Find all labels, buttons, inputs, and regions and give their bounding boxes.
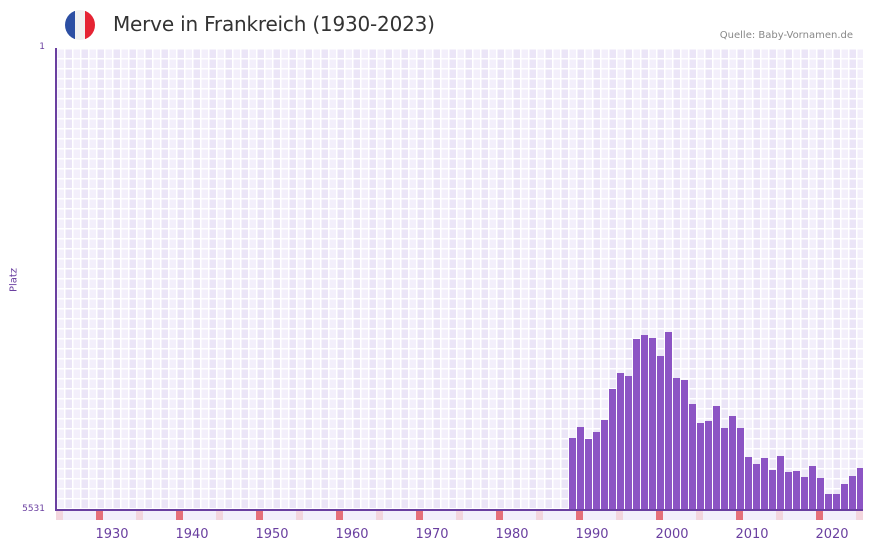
y-tick-top: 1 xyxy=(39,42,45,52)
x-tick-1960: 1960 xyxy=(335,527,369,542)
bar-1990[interactable] xyxy=(592,431,600,510)
year-marker xyxy=(536,511,543,520)
year-marker xyxy=(616,511,623,520)
bar-2002[interactable] xyxy=(688,403,696,510)
bar-1988[interactable] xyxy=(576,426,584,510)
bar-2010[interactable] xyxy=(752,463,760,510)
year-marker xyxy=(336,511,343,520)
year-marker xyxy=(576,511,583,520)
bar-2017[interactable] xyxy=(808,465,816,510)
x-tick-1940: 1940 xyxy=(175,527,209,542)
year-marker xyxy=(96,511,103,520)
bar-2021[interactable] xyxy=(840,484,848,510)
bar-1991[interactable] xyxy=(600,420,608,510)
year-marker xyxy=(656,511,663,520)
bar-2014[interactable] xyxy=(784,472,792,510)
bar-2001[interactable] xyxy=(680,380,688,510)
x-tick-1990: 1990 xyxy=(575,527,609,542)
bar-1992[interactable] xyxy=(608,389,616,510)
year-marker xyxy=(696,511,703,520)
france-flag-icon xyxy=(65,10,95,40)
bar-1993[interactable] xyxy=(616,373,624,510)
x-axis-line xyxy=(55,509,863,511)
bar-1989[interactable] xyxy=(584,439,592,510)
bar-1994[interactable] xyxy=(624,376,632,510)
x-tick-1970: 1970 xyxy=(415,527,449,542)
bar-2006[interactable] xyxy=(720,427,728,510)
bar-2016[interactable] xyxy=(800,477,808,510)
bar-2022[interactable] xyxy=(848,476,856,510)
x-tick-2010: 2010 xyxy=(735,527,769,542)
x-tick-1980: 1980 xyxy=(495,527,529,542)
bar-2003[interactable] xyxy=(696,423,704,510)
year-marker xyxy=(736,511,743,520)
year-marker xyxy=(56,511,63,520)
bar-2019[interactable] xyxy=(824,493,832,510)
year-marker xyxy=(216,511,223,520)
year-marker xyxy=(296,511,303,520)
bar-1996[interactable] xyxy=(640,334,648,510)
bar-1998[interactable] xyxy=(656,356,664,510)
bar-2013[interactable] xyxy=(776,456,784,510)
y-tick-bottom: 5531 xyxy=(22,504,45,514)
year-marker xyxy=(496,511,503,520)
bar-2023[interactable] xyxy=(856,467,863,510)
year-marker xyxy=(856,511,863,520)
year-marker xyxy=(776,511,783,520)
bar-1987[interactable] xyxy=(568,438,576,510)
year-marker xyxy=(176,511,183,520)
bar-2015[interactable] xyxy=(792,471,800,510)
bar-2012[interactable] xyxy=(768,469,776,510)
bar-1997[interactable] xyxy=(648,337,656,510)
chart-title: Merve in Frankreich (1930-2023) xyxy=(113,12,435,36)
bar-1995[interactable] xyxy=(632,339,640,510)
x-tick-1930: 1930 xyxy=(95,527,129,542)
bar-2018[interactable] xyxy=(816,478,824,510)
bar-2005[interactable] xyxy=(712,406,720,510)
decade-markers xyxy=(56,511,863,520)
bar-2007[interactable] xyxy=(728,416,736,510)
year-marker xyxy=(136,511,143,520)
bar-2020[interactable] xyxy=(832,493,840,510)
x-tick-2000: 2000 xyxy=(655,527,689,542)
year-marker xyxy=(256,511,263,520)
year-marker xyxy=(816,511,823,520)
x-tick-2020: 2020 xyxy=(815,527,849,542)
x-tick-1950: 1950 xyxy=(255,527,289,542)
bar-2000[interactable] xyxy=(672,378,680,510)
year-marker xyxy=(456,511,463,520)
y-axis-label: Platz xyxy=(8,267,20,293)
y-axis-line xyxy=(55,48,57,511)
bar-2011[interactable] xyxy=(760,458,768,510)
bar-2004[interactable] xyxy=(704,421,712,510)
bar-2008[interactable] xyxy=(736,427,744,510)
year-marker xyxy=(416,511,423,520)
plot-area xyxy=(56,48,863,510)
source-label: Quelle: Baby-Vornamen.de xyxy=(719,30,853,41)
bar-2009[interactable] xyxy=(744,457,752,510)
bar-1999[interactable] xyxy=(664,331,672,510)
year-marker xyxy=(376,511,383,520)
